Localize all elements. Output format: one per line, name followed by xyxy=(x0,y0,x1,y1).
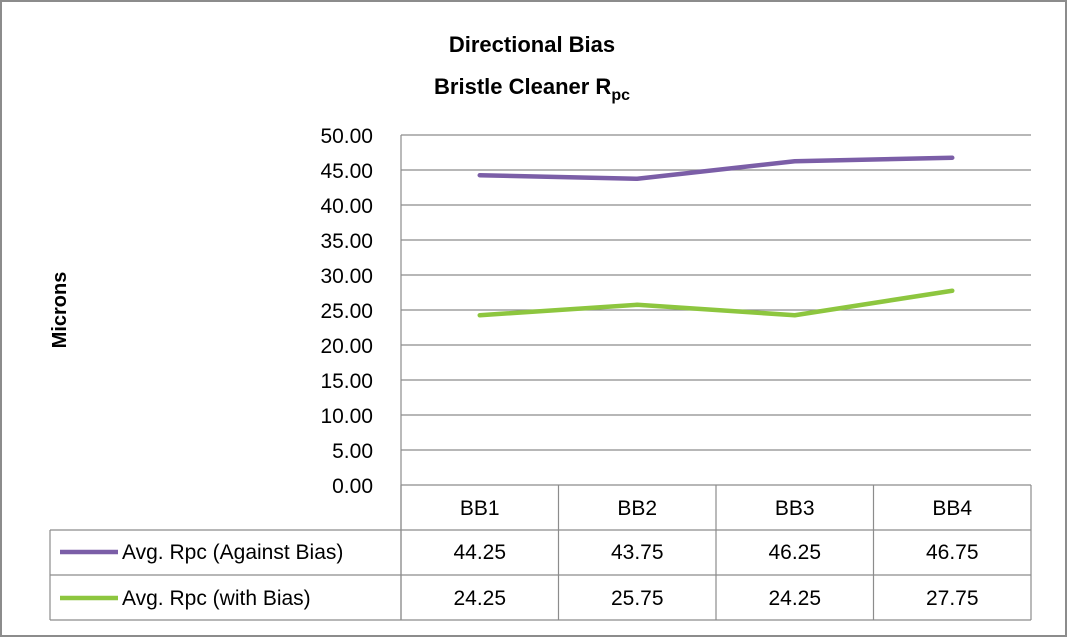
x-category-label: BB2 xyxy=(617,497,657,520)
y-tick-label: 20.00 xyxy=(320,335,373,358)
x-category-label: BB1 xyxy=(460,497,500,520)
data-table-value: 24.25 xyxy=(768,587,821,610)
series-line xyxy=(477,155,955,181)
data-table-value: 25.75 xyxy=(611,587,664,610)
x-category-label: BB3 xyxy=(775,497,815,520)
y-tick-label: 50.00 xyxy=(320,125,373,148)
chart-subtitle: Bristle Cleaner Rpc xyxy=(434,74,630,104)
legend-series-name: Avg. Rpc (with Bias) xyxy=(122,587,311,610)
y-tick-label: 45.00 xyxy=(320,160,373,183)
data-table-value: 43.75 xyxy=(611,541,664,564)
chart-subtitle-subscript: pc xyxy=(611,87,630,104)
chart-title: Directional Bias xyxy=(449,32,615,57)
y-tick-label: 0.00 xyxy=(332,475,373,498)
series-line xyxy=(477,288,955,318)
data-table-value: 24.25 xyxy=(453,587,506,610)
data-table-value: 27.75 xyxy=(926,587,979,610)
chart-subtitle-main: Bristle Cleaner R xyxy=(434,74,611,99)
y-tick-label: 15.00 xyxy=(320,370,373,393)
y-tick-label: 5.00 xyxy=(332,440,373,463)
x-category-label: BB4 xyxy=(932,497,972,520)
data-table-value: 46.75 xyxy=(926,541,979,564)
y-tick-label: 30.00 xyxy=(320,265,373,288)
y-tick-label: 35.00 xyxy=(320,230,373,253)
y-tick-label: 10.00 xyxy=(320,405,373,428)
data-table-value: 44.25 xyxy=(453,541,506,564)
y-tick-label: 25.00 xyxy=(320,300,373,323)
data-table: BB1 BB2 BB3 BB4 Avg. Rpc (Against Bias) 44.25… xyxy=(49,485,1032,621)
series-lines xyxy=(477,155,955,318)
y-axis-ticks: 0.00 5.00 10.00 15.00 20.00 25.00 30.00 35.00 40… xyxy=(320,125,373,498)
legend-series-name: Avg. Rpc (Against Bias) xyxy=(122,541,343,564)
data-table-value: 46.25 xyxy=(768,541,821,564)
y-axis-label: Microns xyxy=(49,272,71,349)
y-tick-label: 40.00 xyxy=(320,195,373,218)
